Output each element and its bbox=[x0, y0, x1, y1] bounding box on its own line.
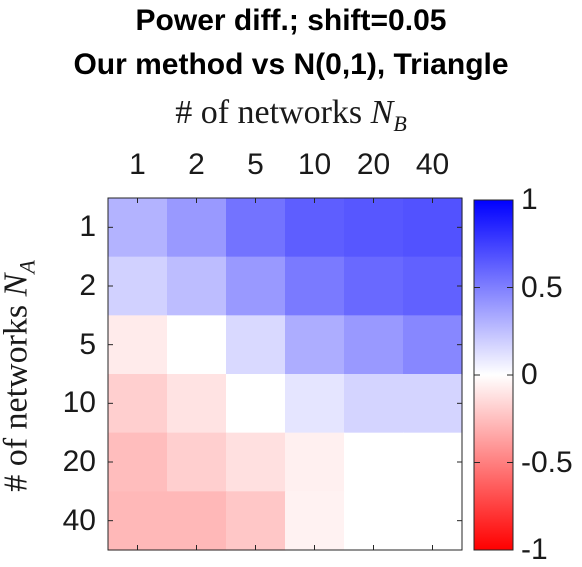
colorbar-tick-label: 0.5 bbox=[521, 270, 563, 304]
chart-title-line-2: Our method vs N(0,1), Triangle bbox=[73, 48, 509, 81]
colorbar-tick-label: -0.5 bbox=[521, 445, 573, 479]
heatmap-cell-2-5 bbox=[226, 256, 286, 316]
heatmap-cell-1-20 bbox=[344, 198, 404, 258]
x-tick-label: 2 bbox=[188, 148, 205, 181]
x-axis-label: # of networks NB bbox=[0, 96, 582, 135]
y-tick-label: 20 bbox=[62, 445, 96, 478]
heatmap-cell-20-5 bbox=[226, 432, 286, 492]
heatmap-cell-40-20 bbox=[344, 491, 404, 551]
heatmap-cell-5-20 bbox=[344, 315, 404, 375]
y-tick-label: 5 bbox=[79, 327, 96, 361]
x-tick-label: 40 bbox=[415, 148, 450, 181]
heatmap-cell-1-2 bbox=[167, 198, 227, 258]
colorbar-tick-label: 1 bbox=[521, 183, 538, 216]
x-axis-label-text: # of networks bbox=[175, 94, 371, 131]
heatmap-cell-20-40 bbox=[403, 432, 463, 492]
heatmap-cell-10-40 bbox=[403, 374, 463, 434]
colorbar-tick-marks bbox=[474, 199, 513, 551]
heatmap-cell-2-40 bbox=[403, 256, 463, 316]
plot-frame bbox=[107, 197, 463, 551]
heatmap-cell-10-10 bbox=[285, 374, 345, 434]
heatmap-cell-40-5 bbox=[226, 491, 286, 551]
heatmap-cell-40-2 bbox=[167, 491, 227, 551]
y-tick-label: 2 bbox=[79, 269, 96, 302]
heatmap-cell-10-20 bbox=[344, 374, 404, 434]
heatmap-cell-20-10 bbox=[285, 432, 345, 492]
y-tick-label: 10 bbox=[62, 386, 96, 420]
heatmap-cells bbox=[108, 198, 463, 551]
x-tick-label: 1 bbox=[129, 148, 146, 181]
heatmap-cell-2-2 bbox=[167, 256, 227, 316]
heatmap-cell-10-2 bbox=[167, 374, 227, 434]
colorbar-tick-label: -1 bbox=[521, 533, 548, 566]
axis-tick-marks bbox=[108, 198, 462, 550]
heatmap-cell-40-40 bbox=[403, 491, 463, 551]
heatmap-cell-5-5 bbox=[226, 315, 286, 375]
heatmap-cell-2-20 bbox=[344, 256, 404, 316]
heatmap-cell-5-1 bbox=[108, 315, 168, 375]
colorbar bbox=[473, 199, 514, 551]
heatmap-cell-2-10 bbox=[285, 256, 345, 316]
heatmap-cell-1-10 bbox=[285, 198, 345, 258]
y-tick-label: 1 bbox=[79, 210, 96, 244]
x-axis-label-var: N bbox=[370, 94, 394, 131]
heatmap-cell-5-2 bbox=[167, 315, 227, 375]
chart-title-line-1: Power diff.; shift=0.05 bbox=[135, 4, 447, 37]
x-tick-label: 10 bbox=[297, 148, 332, 181]
heatmap-cell-5-40 bbox=[403, 315, 463, 375]
heatmap-cell-40-10 bbox=[285, 491, 345, 551]
x-tick-label: 5 bbox=[247, 148, 264, 181]
heatmap-cell-1-5 bbox=[226, 198, 286, 258]
heatmap-cell-1-1 bbox=[108, 198, 168, 258]
colorbar-tick-label: 0 bbox=[521, 358, 538, 391]
y-tick-label: 40 bbox=[62, 503, 96, 537]
heatmap-cell-2-1 bbox=[108, 256, 168, 316]
heatmap-cell-20-1 bbox=[108, 432, 168, 492]
heatmap-cell-10-5 bbox=[226, 374, 286, 434]
x-tick-label: 20 bbox=[356, 148, 391, 181]
heatmap-cell-20-2 bbox=[167, 432, 227, 492]
heatmap-cell-10-1 bbox=[108, 374, 168, 434]
heatmap-cell-20-20 bbox=[344, 432, 404, 492]
heatmap-cell-40-1 bbox=[108, 491, 168, 551]
x-axis-label-sub: B bbox=[393, 110, 407, 136]
heatmap-cell-1-40 bbox=[403, 198, 463, 258]
heatmap-cell-5-10 bbox=[285, 315, 345, 375]
